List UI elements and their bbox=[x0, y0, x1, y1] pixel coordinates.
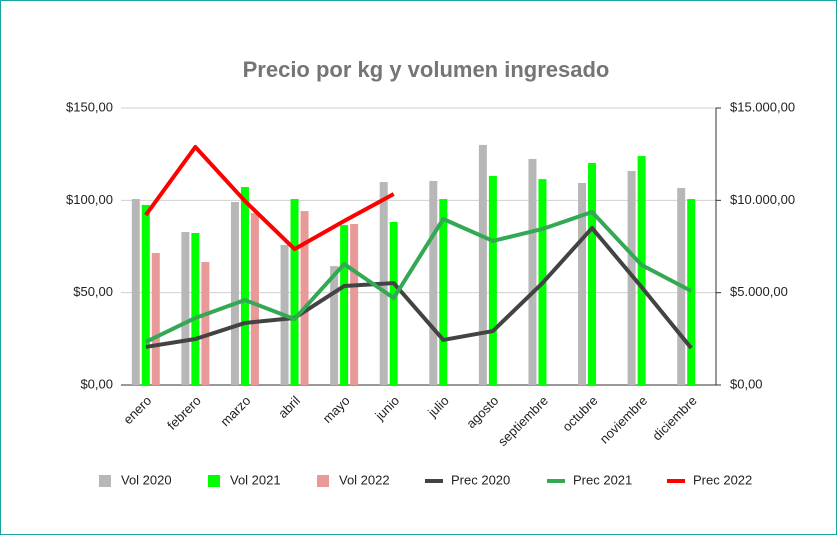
chart-title: Precio por kg y volumen ingresado bbox=[243, 57, 610, 82]
bar bbox=[687, 199, 696, 385]
bar bbox=[181, 232, 190, 385]
legend-swatch bbox=[317, 475, 329, 487]
bar bbox=[578, 182, 587, 385]
bar bbox=[340, 225, 349, 385]
legend-label: Prec 2021 bbox=[573, 472, 632, 487]
line bbox=[144, 209, 693, 344]
y-tick-label: $0,00 bbox=[80, 376, 113, 391]
bar bbox=[478, 144, 487, 385]
legend-swatch bbox=[208, 475, 220, 487]
bar bbox=[230, 201, 239, 385]
y-tick-label: $150,00 bbox=[66, 99, 113, 114]
legend-label: Vol 2020 bbox=[121, 472, 172, 487]
bar bbox=[439, 199, 448, 385]
x-tick-label: julio bbox=[424, 393, 452, 421]
legend-label: Prec 2022 bbox=[693, 472, 752, 487]
legend-swatch bbox=[99, 475, 111, 487]
x-tick-label: noviembre bbox=[597, 393, 651, 447]
bar bbox=[191, 233, 200, 385]
line bbox=[144, 144, 395, 252]
y-tick-label: $100,00 bbox=[66, 192, 113, 207]
bar bbox=[637, 156, 646, 385]
bar bbox=[350, 223, 359, 385]
bar bbox=[201, 262, 210, 385]
y2-tick-label: $15.000,00 bbox=[730, 99, 795, 114]
bar bbox=[240, 187, 249, 385]
bar bbox=[141, 204, 150, 385]
bar bbox=[250, 213, 259, 385]
y-tick-label: $50,00 bbox=[73, 284, 113, 299]
bar bbox=[300, 211, 309, 385]
bar bbox=[131, 199, 140, 385]
y2-tick-label: $0,00 bbox=[730, 376, 763, 391]
line bbox=[145, 226, 693, 350]
y2-tick-label: $10.000,00 bbox=[730, 192, 795, 207]
bar bbox=[429, 180, 438, 385]
bar bbox=[488, 175, 497, 385]
legend-label: Vol 2022 bbox=[339, 472, 390, 487]
x-tick-label: agosto bbox=[463, 393, 501, 431]
x-tick-label: septiembre bbox=[495, 393, 551, 449]
x-tick-label: diciembre bbox=[649, 393, 699, 443]
bar bbox=[528, 158, 537, 385]
x-tick-label: febrero bbox=[164, 393, 204, 433]
x-tick-label: enero bbox=[120, 393, 154, 427]
x-tick-label: octubre bbox=[559, 393, 600, 434]
bar bbox=[290, 199, 299, 385]
bar bbox=[330, 266, 339, 385]
legend-label: Prec 2020 bbox=[451, 472, 510, 487]
legend-label: Vol 2021 bbox=[230, 472, 281, 487]
x-tick-label: abril bbox=[275, 393, 303, 421]
bar bbox=[389, 221, 398, 385]
bar bbox=[588, 163, 597, 385]
x-tick-label: marzo bbox=[217, 393, 253, 429]
x-tick-label: junio bbox=[372, 393, 403, 424]
x-tick-label: mayo bbox=[320, 393, 353, 426]
bar bbox=[151, 252, 160, 385]
y2-tick-label: $5.000,00 bbox=[730, 284, 788, 299]
